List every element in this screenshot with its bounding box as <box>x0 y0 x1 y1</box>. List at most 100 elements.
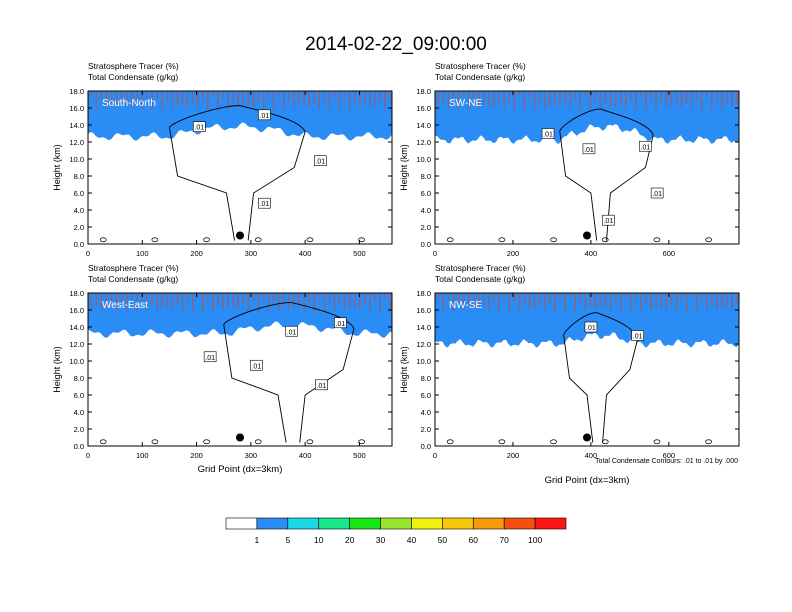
tracer-streak <box>267 293 270 312</box>
colorbar-label: 1 <box>255 535 260 545</box>
tracer-streak <box>619 91 622 105</box>
colorbar-label: 70 <box>499 535 509 545</box>
tracer-streak <box>126 91 128 105</box>
tracer-streak <box>599 91 602 109</box>
tracer-streak <box>202 293 204 312</box>
tracer-streak <box>680 293 683 302</box>
surface-contour <box>550 439 557 445</box>
y-tick-label: 10.0 <box>416 357 431 366</box>
tracer-streak <box>298 91 300 104</box>
tracer-streak <box>650 293 652 310</box>
y-tick-label: 18.0 <box>416 87 431 96</box>
x-tick-label: 200 <box>190 451 203 460</box>
tracer-band-1 <box>88 91 392 141</box>
surface-contour <box>306 237 314 243</box>
tracer-streak <box>457 91 460 110</box>
y-tick-label: 4.0 <box>421 206 431 215</box>
surface-contour <box>498 237 506 243</box>
contour-label: .01 <box>633 334 643 341</box>
location-marker <box>236 231 244 240</box>
tracer-streak <box>369 293 371 312</box>
tracer-streak <box>176 293 179 305</box>
tracer-streak <box>262 91 265 110</box>
tracer-streak <box>293 91 295 109</box>
tracer-streak <box>328 293 331 302</box>
contour-label-box <box>258 109 271 121</box>
y-tick-label: 18.0 <box>69 289 84 298</box>
colorbar-segment <box>380 517 412 530</box>
tracer-streak <box>338 91 341 110</box>
y-tick-label: 2.0 <box>74 425 84 434</box>
surface-contour <box>254 237 262 243</box>
tracer-streak <box>364 293 366 304</box>
tracer-streak <box>579 91 581 110</box>
tracer-streak <box>569 91 571 109</box>
tracer-streak <box>191 91 194 104</box>
tracer-streak <box>533 293 536 308</box>
tracer-streak <box>452 91 455 99</box>
tracer-streak <box>115 293 118 311</box>
tracer-streak <box>437 293 440 301</box>
tracer-streak <box>202 91 204 101</box>
tracer-streak <box>493 91 495 107</box>
tracer-streak <box>196 91 199 109</box>
tracer-streak <box>120 293 123 303</box>
tracer-streak <box>257 293 260 312</box>
panel-title-condensate: Total Condensate (g/kg) <box>435 72 525 82</box>
surface-contour <box>446 237 454 243</box>
tracer-streak <box>736 91 738 106</box>
y-tick-label: 12.0 <box>69 138 84 147</box>
tracer-streak <box>308 293 310 303</box>
tracer-streak <box>538 91 541 102</box>
tracer-streak <box>478 293 480 309</box>
colorbar-label: 60 <box>469 535 479 545</box>
tracer-streak <box>655 91 657 110</box>
panel-west-east: Stratosphere Tracer (%)Total Condensate … <box>52 263 393 475</box>
surface-contour <box>203 237 210 243</box>
y-tick-label: 0.0 <box>421 240 431 249</box>
tracer-streak <box>528 293 531 310</box>
tracer-streak <box>549 91 551 105</box>
plot-area: .01 .01 .01 .01 .01 West-East <box>88 293 392 446</box>
tracer-streak <box>528 91 531 99</box>
tracer-streak <box>630 293 632 312</box>
tracer-streak <box>348 91 351 110</box>
tracer-streak <box>635 293 637 301</box>
tracer-streak <box>222 293 224 309</box>
tracer-streak <box>508 91 510 101</box>
tracer-streak <box>131 293 133 300</box>
tracer-streak <box>442 91 445 102</box>
tracer-streak <box>473 91 475 101</box>
tracer-streak <box>473 293 475 308</box>
tracer-streak <box>503 91 505 109</box>
tracer-streak <box>462 293 465 311</box>
tracer-streak <box>533 91 536 110</box>
y-tick-label: 0.0 <box>74 442 84 451</box>
tracer-streak <box>288 293 290 308</box>
tracer-streak <box>207 293 209 302</box>
tracer-streak <box>100 91 103 100</box>
tracer-streak <box>478 91 480 109</box>
contour-label-box <box>315 379 328 391</box>
panel-title-condensate: Total Condensate (g/kg) <box>88 274 178 284</box>
panel-title-tracer: Stratosphere Tracer (%) <box>435 263 526 273</box>
surface-contour <box>446 439 454 445</box>
contour-label-box <box>639 140 652 152</box>
x-tick-label: 100 <box>136 451 149 460</box>
colorbar-segment <box>256 517 289 530</box>
tracer-streak <box>660 91 662 102</box>
surface-contour <box>358 237 365 243</box>
y-tick-label: 6.0 <box>421 391 431 400</box>
tracer-streak <box>564 91 566 103</box>
tracer-streak <box>95 91 98 110</box>
contour-label: .01 <box>543 132 553 139</box>
tracer-streak <box>389 91 391 100</box>
tracer-streak <box>609 293 612 311</box>
tracer-streak <box>655 293 657 307</box>
tracer-streak <box>690 91 693 109</box>
tracer-streak <box>384 293 386 300</box>
tracer-streak <box>313 91 315 104</box>
surface-contour <box>705 439 712 445</box>
tracer-streak <box>232 91 234 103</box>
tracer-streak <box>716 293 718 309</box>
